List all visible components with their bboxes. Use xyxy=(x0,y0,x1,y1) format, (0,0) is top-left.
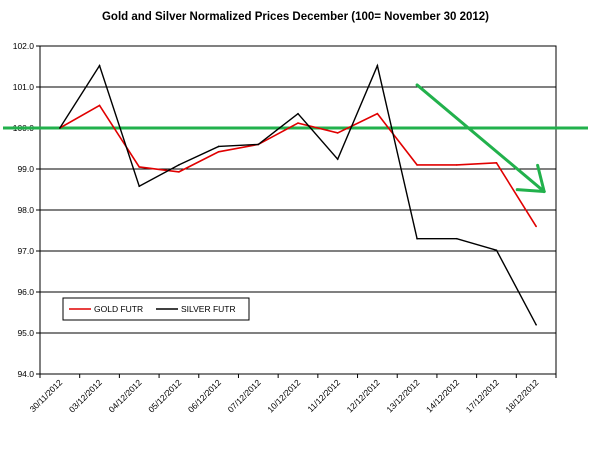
x-axis: 30/11/2012 03/12/2012 04/12/2012 05/12/2012… xyxy=(28,374,557,414)
silver-data-point xyxy=(376,64,379,67)
x-tick-label: 04/12/2012 xyxy=(106,377,143,414)
y-tick-label: 101.0 xyxy=(13,82,35,92)
gold-data-point xyxy=(495,162,498,164)
x-tick-label: 14/12/2012 xyxy=(424,377,461,414)
x-tick-label: 06/12/2012 xyxy=(186,377,223,414)
gold-data-point xyxy=(455,164,458,166)
series-group xyxy=(59,63,537,326)
chart-title: Gold and Silver Normalized Prices Decemb… xyxy=(101,11,490,23)
silver-data-point xyxy=(59,127,61,129)
silver-data-point xyxy=(257,143,260,146)
silver-data-point xyxy=(138,185,141,188)
silver-data-point xyxy=(336,158,339,160)
silver-data-point xyxy=(297,112,299,115)
annotation-group xyxy=(415,83,546,194)
silver-data-point xyxy=(98,64,101,67)
silver-data-point xyxy=(495,249,498,251)
trend-arrow-head xyxy=(515,188,546,194)
gold-data-point xyxy=(297,122,299,124)
gold-data-point xyxy=(98,104,101,107)
x-tick-label: 07/12/2012 xyxy=(226,377,263,414)
x-tick-label: 05/12/2012 xyxy=(146,377,183,414)
silver-data-point xyxy=(535,324,537,326)
x-tick-label: 12/12/2012 xyxy=(345,377,382,414)
y-tick-label: 97.0 xyxy=(17,246,34,256)
gold-data-point xyxy=(178,171,180,173)
gold-data-point xyxy=(217,150,220,153)
y-tick-label: 96.0 xyxy=(17,287,34,297)
trend-arrow-shaft xyxy=(415,83,546,194)
x-tick-label: 10/12/2012 xyxy=(265,377,302,414)
silver-data-point xyxy=(416,237,418,240)
legend-label-gold: GOLD FUTR xyxy=(94,304,143,314)
gold-data-point xyxy=(416,164,418,166)
legend-label-silver: SILVER FUTR xyxy=(181,304,236,314)
gold-data-point xyxy=(376,112,379,115)
y-tick-label: 99.0 xyxy=(17,164,34,174)
y-tick-label: 95.0 xyxy=(17,328,34,338)
y-tick-label: 94.0 xyxy=(17,369,34,379)
gold-data-point xyxy=(336,132,339,134)
x-tick-label: 17/12/2012 xyxy=(464,377,501,414)
trend-arrow-head xyxy=(536,163,546,194)
gold-data-point xyxy=(138,166,141,168)
x-tick-label: 30/11/2012 xyxy=(28,377,65,414)
gold-data-point xyxy=(535,225,537,228)
x-tick-label: 18/12/2012 xyxy=(503,377,540,414)
silver-data-point xyxy=(217,145,220,148)
x-tick-label: 13/12/2012 xyxy=(384,377,421,414)
y-tick-label: 102.0 xyxy=(13,41,35,51)
silver-data-point xyxy=(178,164,180,166)
x-tick-label: 11/12/2012 xyxy=(305,377,342,414)
legend: GOLD FUTR SILVER FUTR xyxy=(62,297,250,321)
x-tick-label: 03/12/2012 xyxy=(67,377,104,414)
silver-data-point xyxy=(455,237,458,240)
y-tick-label: 98.0 xyxy=(17,205,34,215)
